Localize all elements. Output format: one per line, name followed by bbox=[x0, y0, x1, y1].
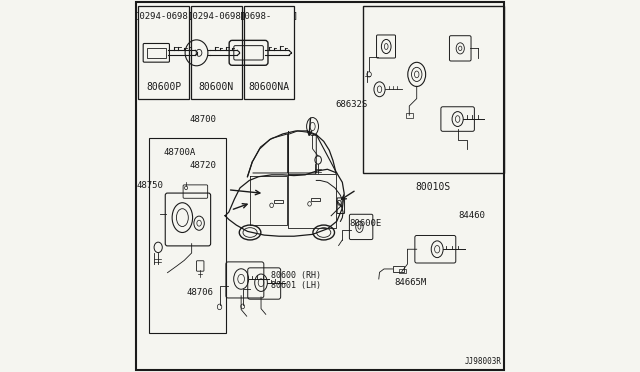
Text: [0294-0698]: [0294-0698] bbox=[187, 11, 246, 20]
Text: 80600NA: 80600NA bbox=[248, 82, 289, 92]
Text: 80601 (LH): 80601 (LH) bbox=[271, 281, 321, 290]
Bar bbox=[149, 138, 227, 333]
Bar bbox=[310, 198, 320, 201]
Text: 80600P: 80600P bbox=[146, 82, 181, 92]
Text: 48700A: 48700A bbox=[164, 148, 196, 157]
Bar bbox=[191, 6, 242, 99]
Text: 48750: 48750 bbox=[137, 182, 164, 190]
Text: 80010S: 80010S bbox=[416, 182, 451, 192]
Bar bbox=[273, 200, 283, 203]
Text: [0698-    ]: [0698- ] bbox=[239, 11, 298, 20]
Text: 80600E: 80600E bbox=[349, 219, 382, 228]
Text: 80600 (RH): 80600 (RH) bbox=[271, 271, 321, 280]
Bar bbox=[392, 266, 404, 272]
Text: [0294-0698]: [0294-0698] bbox=[134, 11, 193, 20]
Text: 68632S: 68632S bbox=[335, 100, 367, 109]
Bar bbox=[244, 6, 294, 99]
Text: 48720: 48720 bbox=[189, 161, 216, 170]
Text: JJ98003R: JJ98003R bbox=[465, 357, 502, 366]
Text: 48706: 48706 bbox=[187, 288, 214, 296]
Bar bbox=[399, 269, 406, 273]
Bar bbox=[138, 6, 189, 99]
Text: 84665M: 84665M bbox=[394, 278, 427, 287]
Bar bbox=[363, 6, 504, 173]
Bar bbox=[406, 113, 413, 118]
Text: 84460: 84460 bbox=[458, 211, 485, 220]
Text: 48700: 48700 bbox=[189, 115, 216, 124]
Bar bbox=[147, 48, 166, 58]
Text: 80600N: 80600N bbox=[199, 82, 234, 92]
